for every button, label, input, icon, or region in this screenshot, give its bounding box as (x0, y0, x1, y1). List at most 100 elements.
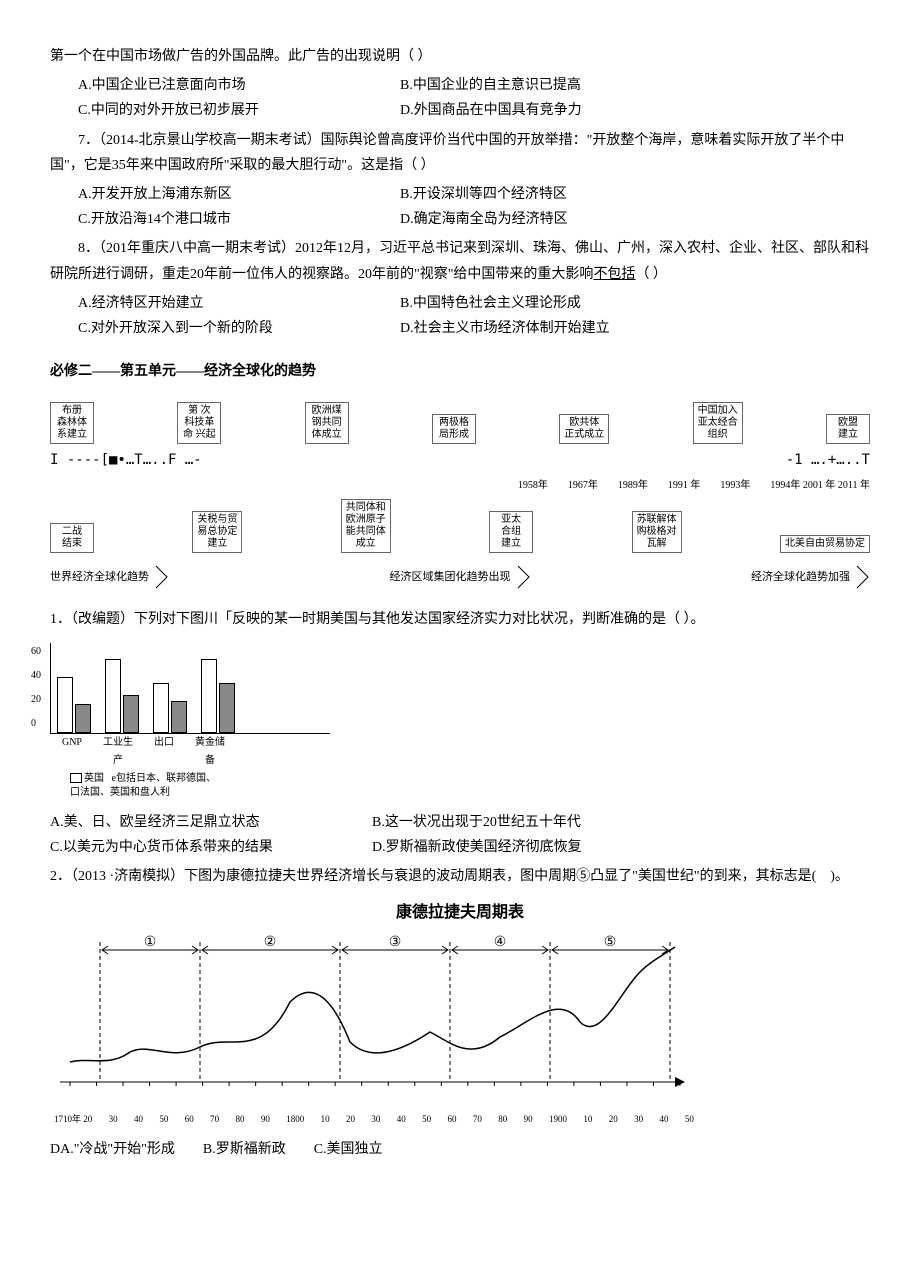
period-label: ⑤ (604, 935, 617, 950)
x-tick-label: 50 (159, 1111, 168, 1127)
opt-a: DA."冷战"开始"形成 (50, 1137, 175, 1162)
tl-frag-right: -1 ….+…..T (786, 448, 870, 473)
y-tick: 40 (31, 667, 41, 685)
x-tick-label: 1800 (286, 1111, 304, 1127)
opt-d: D.罗斯福新政使美国经济彻底恢复 (372, 835, 582, 860)
x-tick-label: 1710年 20 (54, 1111, 92, 1127)
q2-options: DA."冷战"开始"形成 B.罗斯福新政 C.美国独立 (50, 1137, 870, 1162)
bar (171, 701, 187, 733)
y-tick: 60 (31, 643, 41, 661)
x-tick-label: 40 (134, 1111, 143, 1127)
timeline-phase: 经济区域集团化趋势出现 (390, 565, 531, 589)
bar-chart: 6040200 GNP工业生产出口黄金储备 英国 e包括日本、联邦德国、 口法国… (50, 643, 330, 800)
opt-c: C.开放沿海14个港口城市 (78, 207, 358, 232)
x-tick-label: 30 (634, 1111, 643, 1127)
timeline-box: 第 次 科技革 命 兴起 (177, 402, 221, 444)
timeline-year: 1993年 (720, 477, 750, 495)
x-tick-label: 70 (473, 1111, 482, 1127)
timeline-box: 关税与贸 易总协定 建立 (192, 511, 242, 553)
legend-white: 英国 (84, 773, 104, 784)
bar-group (201, 659, 235, 733)
x-tick-label: 60 (185, 1111, 194, 1127)
timeline-box: 欧盟 建立 (826, 414, 870, 444)
bar-category: GNP (56, 734, 88, 770)
x-tick-label: 90 (524, 1111, 533, 1127)
opt-a: A.开发开放上海浦东新区 (78, 182, 358, 207)
bar-category: 工业生产 (102, 734, 134, 770)
bar (201, 659, 217, 733)
chevron-right-icon (856, 565, 870, 589)
opt-b: B.这一状况出现于20世纪五十年代 (372, 810, 581, 835)
bar-group (57, 677, 91, 733)
x-tick-label: 1900 (549, 1111, 567, 1127)
x-tick-label: 70 (210, 1111, 219, 1127)
x-tick-label: 20 (346, 1111, 355, 1127)
opt-b: B.开设深圳等四个经济特区 (400, 182, 596, 207)
x-tick-label: 40 (660, 1111, 669, 1127)
q7-text: 7．（2014-北京景山学校高一期末考试）国际舆论曾高度评价当代中国的开放举措：… (50, 128, 870, 178)
bar-category: 黄金储备 (194, 734, 226, 770)
chevron-right-icon (517, 565, 531, 589)
timeline-box: 两极格 局形成 (432, 414, 476, 444)
q8-underline: 不包括 (593, 267, 635, 282)
x-tick-label: 80 (498, 1111, 507, 1127)
q7-options: A.开发开放上海浦东新区 B.开设深圳等四个经济特区 C.开放沿海14个港口城市… (50, 182, 870, 232)
legend-swatch-white (70, 773, 82, 783)
q8-text: 8．（201年重庆八中高一期末考试）2012年12月，习近平总书记来到深圳、珠海… (50, 236, 870, 286)
x-tick-label: 10 (583, 1111, 592, 1127)
bar (57, 677, 73, 733)
bar (75, 704, 91, 733)
x-tick-label: 30 (371, 1111, 380, 1127)
chevron-right-icon (155, 565, 169, 589)
opt-a: A.美、日、欧呈经济三足鼎立状态 (50, 810, 330, 835)
timeline-box: 苏联解体 购极格对 瓦解 (632, 511, 682, 553)
tl-frag-left: I ----[■•…T…..F …- (50, 448, 202, 473)
x-tick-label: 60 (448, 1111, 457, 1127)
bar-group (153, 683, 187, 733)
timeline-box: 共同体和 欧洲原子 能共同体 成立 (341, 499, 391, 553)
x-tick-label: 50 (685, 1111, 694, 1127)
timeline-box: 中国加入 亚太经合 组织 (693, 402, 743, 444)
intro-options: A.中国企业已注意面向市场 B.中国企业的自主意识已提高 C.中同的对外开放已初… (50, 73, 870, 123)
bar-category: 出口 (148, 734, 180, 770)
timeline-box: 欧洲煤 钢共同 体成立 (305, 402, 349, 444)
timeline-year: 1989年 (618, 477, 648, 495)
opt-c: C.美国独立 (314, 1137, 383, 1162)
bar-group (105, 659, 139, 733)
timeline-box: 北美自由贸易协定 (780, 535, 870, 553)
bar (153, 683, 169, 733)
line-chart: 康德拉捷夫周期表 ① ② ③ ④ ⑤ 1710年 20 30 40 50 60 70 80 90 180… (50, 899, 870, 1127)
timeline-box: 亚太 合组 建立 (489, 511, 533, 553)
q1-text: 1．（改编题）下列对下图川「反映的某一时期美国与其他发达国家经济实力对比状况，判… (50, 607, 870, 632)
period-label: ③ (389, 935, 402, 950)
timeline-diagram: 布册 森林体 系建立 第 次 科技革 命 兴起 欧洲煤 钢共同 体成立 两极格 局形成… (50, 402, 870, 589)
period-label: ① (144, 935, 157, 950)
q8-text-end: （ ） (635, 267, 667, 282)
x-tick-label: 40 (397, 1111, 406, 1127)
opt-c: C.以美元为中心货币体系带来的结果 (50, 835, 330, 860)
timeline-box: 欧共体 正式成立 (559, 414, 609, 444)
timeline-year: 1991 年 (668, 477, 701, 495)
opt-d: D.外国商品在中国具有竞争力 (400, 98, 596, 123)
x-tick-label: 30 (109, 1111, 118, 1127)
q8-options: A.经济特区开始建立 B.中国特色社会主义理论形成 C.对外开放深入到一个新的阶… (50, 291, 870, 341)
intro-text: 第一个在中国市场做广告的外国品牌。此广告的出现说明（ ） (50, 44, 870, 69)
x-tick-label: 90 (261, 1111, 270, 1127)
y-tick: 0 (31, 715, 41, 733)
bar (123, 695, 139, 733)
opt-b: B.中国企业的自主意识已提高 (400, 73, 596, 98)
timeline-year: 1958年 (518, 477, 548, 495)
opt-b: B.罗斯福新政 (203, 1137, 286, 1162)
q2-text: 2．（2013 ·济南模拟）下图为康德拉捷夫世界经济增长与衰退的波动周期表，图中… (50, 864, 870, 889)
bar (105, 659, 121, 733)
timeline-box: 布册 森林体 系建立 (50, 402, 94, 444)
timeline-year: 1967年 (568, 477, 598, 495)
timeline-phase: 世界经济全球化趋势 (50, 565, 169, 589)
period-label: ② (264, 935, 277, 950)
timeline-box: 二战 结束 (50, 523, 94, 553)
section-title: 必修二——第五单元——经济全球化的趋势 (50, 359, 870, 384)
period-label: ④ (494, 935, 507, 950)
opt-c: C.中同的对外开放已初步展开 (78, 98, 358, 123)
bar (219, 683, 235, 733)
linechart-title: 康德拉捷夫周期表 (50, 899, 870, 928)
